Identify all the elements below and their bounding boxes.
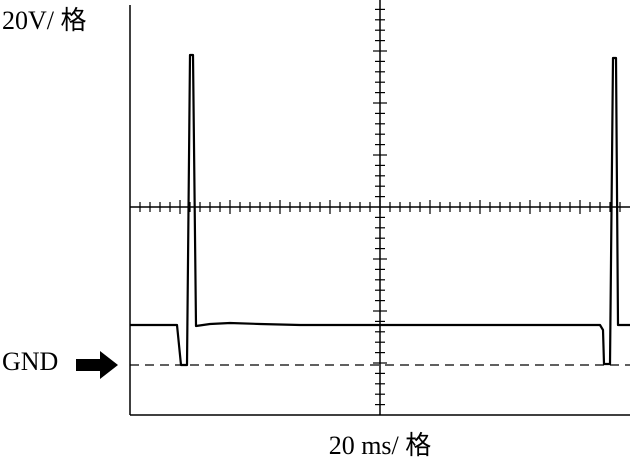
ground-label: GND — [2, 347, 58, 376]
vertical-scale-label: 20V/ 格 — [2, 6, 87, 35]
graticule-ticks — [139, 8, 621, 406]
ground-arrow — [76, 351, 118, 379]
waveform — [130, 53, 630, 367]
time-scale-label: 20 ms/ 格 — [329, 431, 432, 460]
